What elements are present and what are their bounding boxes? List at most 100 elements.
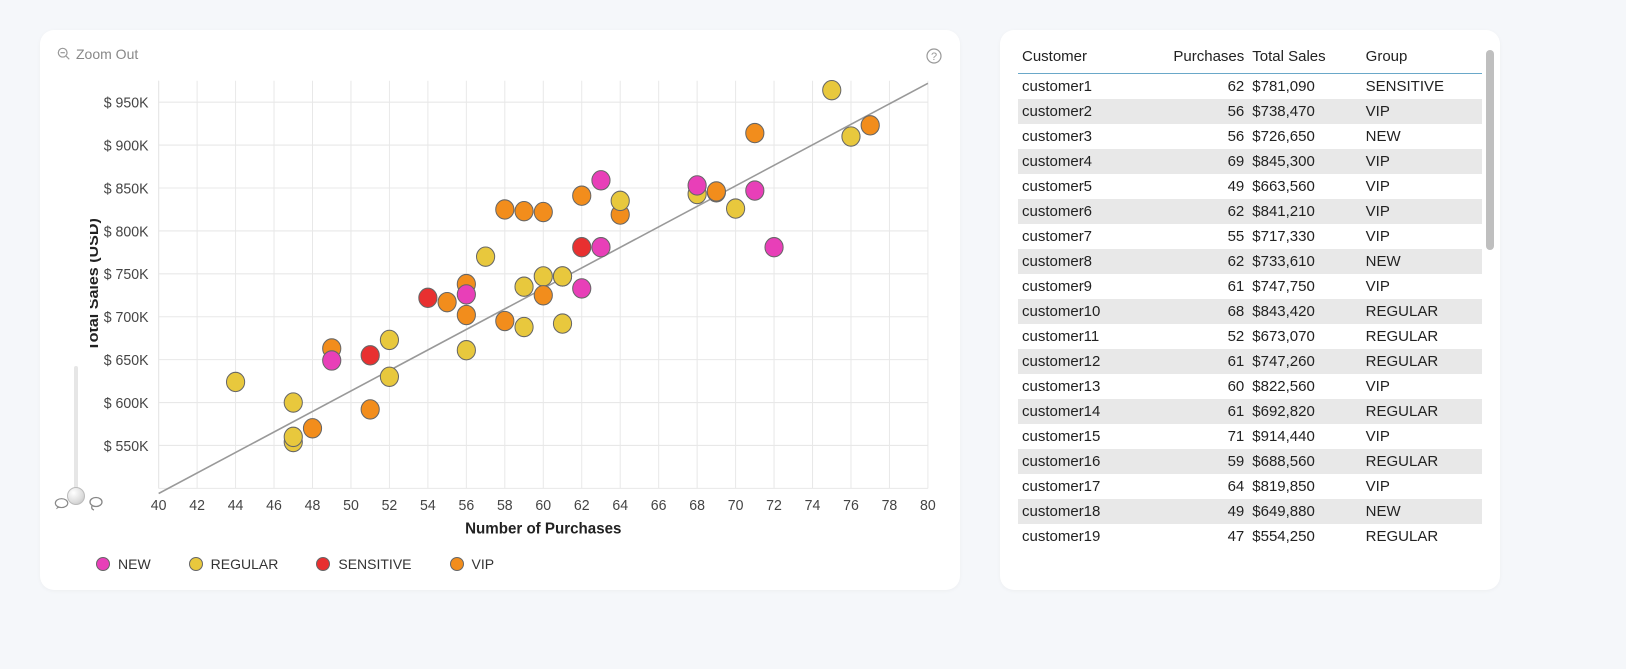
svg-text:$ 750K: $ 750K bbox=[104, 267, 149, 283]
cell-customer: customer15 bbox=[1018, 424, 1138, 449]
data-point[interactable] bbox=[592, 171, 610, 190]
cell-group: VIP bbox=[1362, 274, 1482, 299]
table-row[interactable]: customer755$717,330VIP bbox=[1018, 224, 1482, 249]
data-point[interactable] bbox=[746, 181, 764, 200]
data-point[interactable] bbox=[515, 317, 533, 336]
svg-text:$ 550K: $ 550K bbox=[104, 438, 149, 454]
data-point[interactable] bbox=[457, 285, 475, 304]
table-row[interactable]: customer356$726,650NEW bbox=[1018, 124, 1482, 149]
data-point[interactable] bbox=[323, 351, 341, 370]
data-point[interactable] bbox=[727, 199, 745, 218]
cell-customer: customer19 bbox=[1018, 524, 1138, 549]
table-row[interactable]: customer1764$819,850VIP bbox=[1018, 474, 1482, 499]
table-row[interactable]: customer1261$747,260REGULAR bbox=[1018, 349, 1482, 374]
table-body: customer162$781,090SENSITIVEcustomer256$… bbox=[1018, 74, 1482, 550]
data-point[interactable] bbox=[303, 419, 321, 438]
data-point[interactable] bbox=[534, 286, 552, 305]
table-row[interactable]: customer1360$822,560VIP bbox=[1018, 374, 1482, 399]
cell-customer: customer12 bbox=[1018, 349, 1138, 374]
annotate-icon[interactable] bbox=[54, 496, 70, 512]
data-point[interactable] bbox=[380, 330, 398, 349]
table-scrollbar[interactable] bbox=[1486, 42, 1494, 578]
table-row[interactable]: customer469$845,300VIP bbox=[1018, 149, 1482, 174]
data-point[interactable] bbox=[611, 191, 629, 210]
cell-group: REGULAR bbox=[1362, 324, 1482, 349]
table-row[interactable]: customer1947$554,250REGULAR bbox=[1018, 524, 1482, 549]
cell-customer: customer3 bbox=[1018, 124, 1138, 149]
cell-group: NEW bbox=[1362, 124, 1482, 149]
col-purchases[interactable]: Purchases bbox=[1138, 42, 1248, 74]
data-point[interactable] bbox=[496, 200, 514, 219]
cell-customer: customer2 bbox=[1018, 99, 1138, 124]
table-row[interactable]: customer1461$692,820REGULAR bbox=[1018, 399, 1482, 424]
data-point[interactable] bbox=[534, 267, 552, 286]
data-point[interactable] bbox=[573, 186, 591, 205]
table-row[interactable]: customer662$841,210VIP bbox=[1018, 199, 1482, 224]
col-total[interactable]: Total Sales bbox=[1248, 42, 1361, 74]
data-point[interactable] bbox=[361, 400, 379, 419]
data-point[interactable] bbox=[380, 367, 398, 386]
cell-customer: customer14 bbox=[1018, 399, 1138, 424]
col-customer[interactable]: Customer bbox=[1018, 42, 1138, 74]
cell-total: $688,560 bbox=[1248, 449, 1361, 474]
data-point[interactable] bbox=[515, 277, 533, 296]
scatter-plot[interactable]: 4042444648505254565860626466687072747678… bbox=[90, 70, 938, 542]
data-point[interactable] bbox=[534, 202, 552, 221]
data-point[interactable] bbox=[573, 238, 591, 257]
table-row[interactable]: customer961$747,750VIP bbox=[1018, 274, 1482, 299]
scrollbar-thumb[interactable] bbox=[1486, 50, 1494, 250]
data-point[interactable] bbox=[515, 202, 533, 221]
data-point[interactable] bbox=[553, 314, 571, 333]
svg-text:$ 850K: $ 850K bbox=[104, 181, 149, 197]
legend-item-vip[interactable]: VIP bbox=[450, 556, 495, 572]
data-point[interactable] bbox=[765, 238, 783, 257]
col-group[interactable]: Group bbox=[1362, 42, 1482, 74]
cell-customer: customer4 bbox=[1018, 149, 1138, 174]
data-point[interactable] bbox=[284, 427, 302, 446]
data-point[interactable] bbox=[688, 176, 706, 195]
data-point[interactable] bbox=[284, 393, 302, 412]
svg-text:72: 72 bbox=[766, 497, 782, 513]
data-point[interactable] bbox=[842, 127, 860, 146]
table-row[interactable]: customer862$733,610NEW bbox=[1018, 249, 1482, 274]
table-row[interactable]: customer1068$843,420REGULAR bbox=[1018, 299, 1482, 324]
table-row[interactable]: customer1152$673,070REGULAR bbox=[1018, 324, 1482, 349]
legend-item-sensitive[interactable]: SENSITIVE bbox=[316, 556, 411, 572]
data-point[interactable] bbox=[419, 288, 437, 307]
table-row[interactable]: customer1571$914,440VIP bbox=[1018, 424, 1482, 449]
data-point[interactable] bbox=[361, 346, 379, 365]
cell-group: VIP bbox=[1362, 149, 1482, 174]
cell-purchases: 56 bbox=[1138, 124, 1248, 149]
legend-item-new[interactable]: NEW bbox=[96, 556, 151, 572]
table-row[interactable]: customer162$781,090SENSITIVE bbox=[1018, 74, 1482, 100]
legend-swatch bbox=[96, 557, 110, 571]
zoom-slider[interactable] bbox=[62, 70, 90, 542]
cell-total: $841,210 bbox=[1248, 199, 1361, 224]
svg-text:46: 46 bbox=[266, 497, 282, 513]
legend-item-regular[interactable]: REGULAR bbox=[189, 556, 279, 572]
data-point[interactable] bbox=[553, 267, 571, 286]
table-row[interactable]: customer1659$688,560REGULAR bbox=[1018, 449, 1482, 474]
svg-text:78: 78 bbox=[882, 497, 898, 513]
help-button[interactable]: ? bbox=[926, 48, 942, 69]
data-point[interactable] bbox=[226, 372, 244, 391]
data-point[interactable] bbox=[861, 116, 879, 135]
data-point[interactable] bbox=[746, 123, 764, 142]
data-point[interactable] bbox=[707, 182, 725, 201]
svg-text:48: 48 bbox=[305, 497, 321, 513]
data-point[interactable] bbox=[496, 311, 514, 330]
data-point[interactable] bbox=[457, 305, 475, 324]
data-point[interactable] bbox=[592, 238, 610, 257]
table-row[interactable]: customer1849$649,880NEW bbox=[1018, 499, 1482, 524]
data-point[interactable] bbox=[573, 279, 591, 298]
legend-swatch bbox=[316, 557, 330, 571]
table-row[interactable]: customer549$663,560VIP bbox=[1018, 174, 1482, 199]
table-row[interactable]: customer256$738,470VIP bbox=[1018, 99, 1482, 124]
data-point[interactable] bbox=[457, 341, 475, 360]
svg-text:Number of Purchases: Number of Purchases bbox=[465, 520, 622, 538]
zoom-out-button[interactable]: Zoom Out bbox=[56, 46, 138, 62]
data-point[interactable] bbox=[823, 81, 841, 100]
data-point[interactable] bbox=[476, 247, 494, 266]
lasso-icon[interactable] bbox=[88, 496, 104, 512]
data-point[interactable] bbox=[438, 292, 456, 311]
